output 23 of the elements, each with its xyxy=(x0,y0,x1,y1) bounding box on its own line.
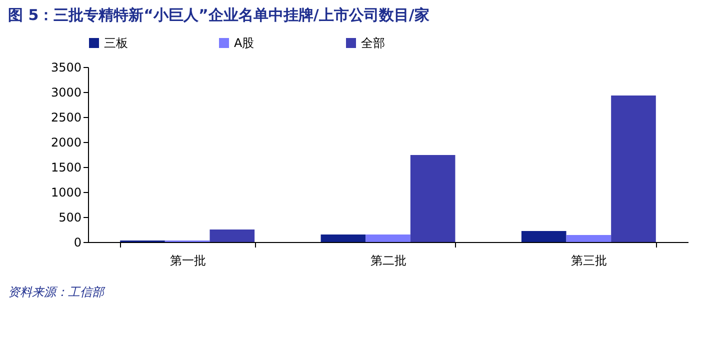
y-tick-label: 1500 xyxy=(50,160,82,174)
y-tick-label: 1000 xyxy=(50,186,82,200)
x-tick-label: 第一批 xyxy=(170,254,206,268)
x-tick-label: 第三批 xyxy=(571,254,608,268)
bar xyxy=(320,234,366,242)
text: 资料来源：工信部 xyxy=(8,285,106,299)
bar xyxy=(611,96,656,242)
y-tick-label: 3500 xyxy=(50,60,82,74)
legend-label: 三板 xyxy=(104,36,128,50)
y-tick-label: 3000 xyxy=(50,86,82,100)
chart-title: 图 5：三批专精特新“小巨人”企业名单中挂牌/上市公司数目/家 xyxy=(8,6,430,24)
y-tick-label: 2000 xyxy=(50,136,82,150)
bar xyxy=(521,231,566,242)
bar xyxy=(366,234,410,242)
legend-label: 全部 xyxy=(361,36,385,50)
bar xyxy=(566,235,612,242)
legend-label: A股 xyxy=(234,36,254,50)
y-tick-label: 500 xyxy=(58,210,82,224)
y-tick-label: 2500 xyxy=(50,110,82,124)
x-tick-label: 第二批 xyxy=(370,254,406,268)
y-tick-label: 0 xyxy=(74,236,82,250)
bar xyxy=(210,230,255,242)
bar xyxy=(410,155,456,242)
